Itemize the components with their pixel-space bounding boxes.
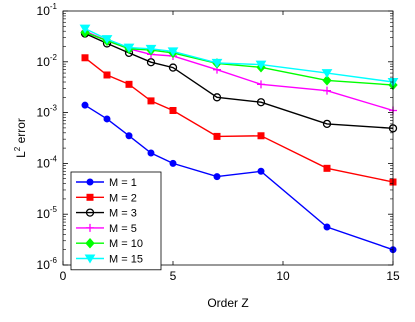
- data-point: [257, 132, 265, 140]
- x-tick-label: 0: [60, 269, 67, 283]
- legend-entry: M = 1: [76, 177, 137, 189]
- data-point: [103, 115, 111, 123]
- legend-entry: M = 3: [76, 208, 137, 220]
- data-point: [323, 223, 331, 231]
- data-point: [147, 149, 155, 157]
- data-point: [212, 93, 222, 102]
- legend-marker: [86, 178, 94, 186]
- data-point: [103, 71, 111, 79]
- data-point: [211, 58, 223, 68]
- data-point: [169, 106, 177, 114]
- data-point: [321, 69, 333, 79]
- data-point: [145, 44, 157, 54]
- series-layer: [79, 24, 399, 254]
- data-point: [257, 167, 265, 175]
- legend-label: M = 1: [109, 177, 137, 189]
- y-axis-label-group: L2 error: [13, 118, 28, 158]
- data-point: [146, 58, 156, 67]
- x-tick-label: 15: [386, 269, 400, 283]
- data-point: [123, 43, 135, 53]
- data-point: [322, 119, 332, 129]
- legend-label: M = 2: [109, 192, 137, 204]
- data-point: [323, 164, 331, 172]
- data-point: [125, 80, 133, 88]
- legend-marker: [86, 193, 94, 201]
- axes-frame: [62, 10, 394, 266]
- x-tick-label: 5: [170, 269, 177, 283]
- legend-entry: M = 15: [76, 254, 143, 266]
- legend-entry: M = 5: [76, 223, 137, 235]
- data-point: [255, 60, 267, 70]
- legend-label: M = 5: [109, 223, 137, 235]
- y-axis-label: L2 error: [13, 118, 28, 158]
- data-point: [147, 97, 155, 105]
- legend-label: M = 10: [109, 238, 143, 250]
- data-point: [167, 47, 179, 57]
- data-point: [169, 159, 177, 167]
- legend-entry: M = 10: [76, 237, 143, 250]
- series-1: [81, 101, 397, 254]
- data-point: [256, 98, 266, 107]
- data-point: [257, 80, 265, 89]
- legend-marker: [86, 223, 94, 232]
- series-line: [84, 32, 394, 129]
- data-point: [101, 35, 113, 45]
- data-point: [323, 86, 331, 95]
- data-point: [81, 101, 89, 109]
- data-point: [168, 63, 178, 72]
- data-point: [79, 24, 91, 34]
- y-tick-label: 10-4: [37, 154, 58, 170]
- legend-marker: [85, 237, 95, 249]
- legend-marker: [85, 208, 95, 217]
- series-6: [79, 24, 399, 87]
- data-point: [322, 75, 332, 86]
- legend-label: M = 3: [109, 208, 137, 220]
- y-tick-label: 10-2: [37, 53, 58, 69]
- legend-box: [70, 171, 162, 271]
- legend-label: M = 15: [109, 254, 143, 266]
- tick-layer: 0 5 10 15 10-6 10-5 10-4 10-3 10-2 10-1: [37, 2, 400, 283]
- x-axis-label: Order Z: [207, 296, 248, 310]
- data-point: [81, 54, 89, 62]
- data-point: [213, 132, 221, 140]
- legend: M = 1 M = 2 M = 3 M = 5 M = 10 M = 15: [70, 171, 162, 271]
- y-tick-label: 10-1: [37, 2, 58, 18]
- legend-entry: M = 2: [76, 192, 137, 204]
- x-tick-label: 10: [276, 269, 290, 283]
- y-tick-label: 10-5: [37, 205, 58, 221]
- y-tick-label: 10-3: [37, 104, 58, 120]
- data-point: [125, 132, 133, 140]
- y-tick-label: 10-6: [37, 256, 58, 272]
- data-point: [213, 173, 221, 181]
- legend-marker: [84, 254, 96, 264]
